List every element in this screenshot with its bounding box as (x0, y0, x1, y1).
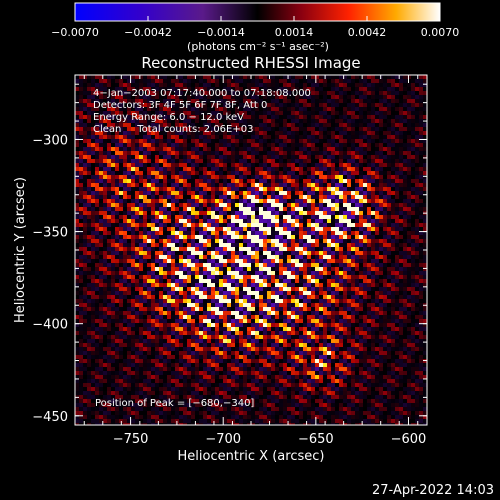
colorbar-ticks (74, 16, 441, 21)
annotation-energy-range: Energy Range: 6.0 − 12.0 keV (93, 112, 244, 123)
annotation-peak-position: Position of Peak = [−680,−340] (95, 398, 254, 409)
x-tick-label: −600 (391, 432, 427, 447)
colorbar-tick-label: 0.0042 (348, 26, 387, 39)
colorbar-tick-label: −0.0042 (124, 26, 172, 39)
y-tick-label: −450 (32, 410, 68, 425)
colorbar-tick-label: −0.0070 (51, 26, 99, 39)
colorbar (74, 2, 441, 22)
colorbar-unit-label: (photons cm⁻² s⁻¹ asec⁻²) (187, 40, 329, 53)
y-tick-label: −350 (32, 226, 68, 241)
heatmap-image (75, 75, 427, 425)
annotation-detectors: Detectors: 3F 4F 5F 6F 7F 8F, Att 0 (93, 100, 267, 111)
footer-timestamp: 27-Apr-2022 14:03 (372, 483, 494, 498)
y-tick-label: −300 (32, 133, 68, 148)
x-tick-label: −700 (205, 432, 241, 447)
y-axis-label: Heliocentric Y (arcsec) (13, 177, 28, 323)
colorbar-tick-label: −0.0014 (197, 26, 245, 39)
x-tick-label: −750 (113, 432, 149, 447)
colorbar-tick-label: 0.0070 (421, 26, 460, 39)
y-tick-label: −400 (32, 318, 68, 333)
annotation-time-range: 4−Jan−2003 07:17:40.000 to 07:18:08.000 (93, 88, 311, 99)
x-axis-label: Heliocentric X (arcsec) (178, 449, 325, 464)
chart-title: Reconstructed RHESSI Image (141, 54, 360, 72)
annotation-clean-counts: Clean Total counts: 2.06E+03 (93, 124, 253, 135)
colorbar-tick-label: 0.0014 (275, 26, 314, 39)
axis-ticks (75, 75, 427, 425)
x-tick-label: −650 (298, 432, 334, 447)
